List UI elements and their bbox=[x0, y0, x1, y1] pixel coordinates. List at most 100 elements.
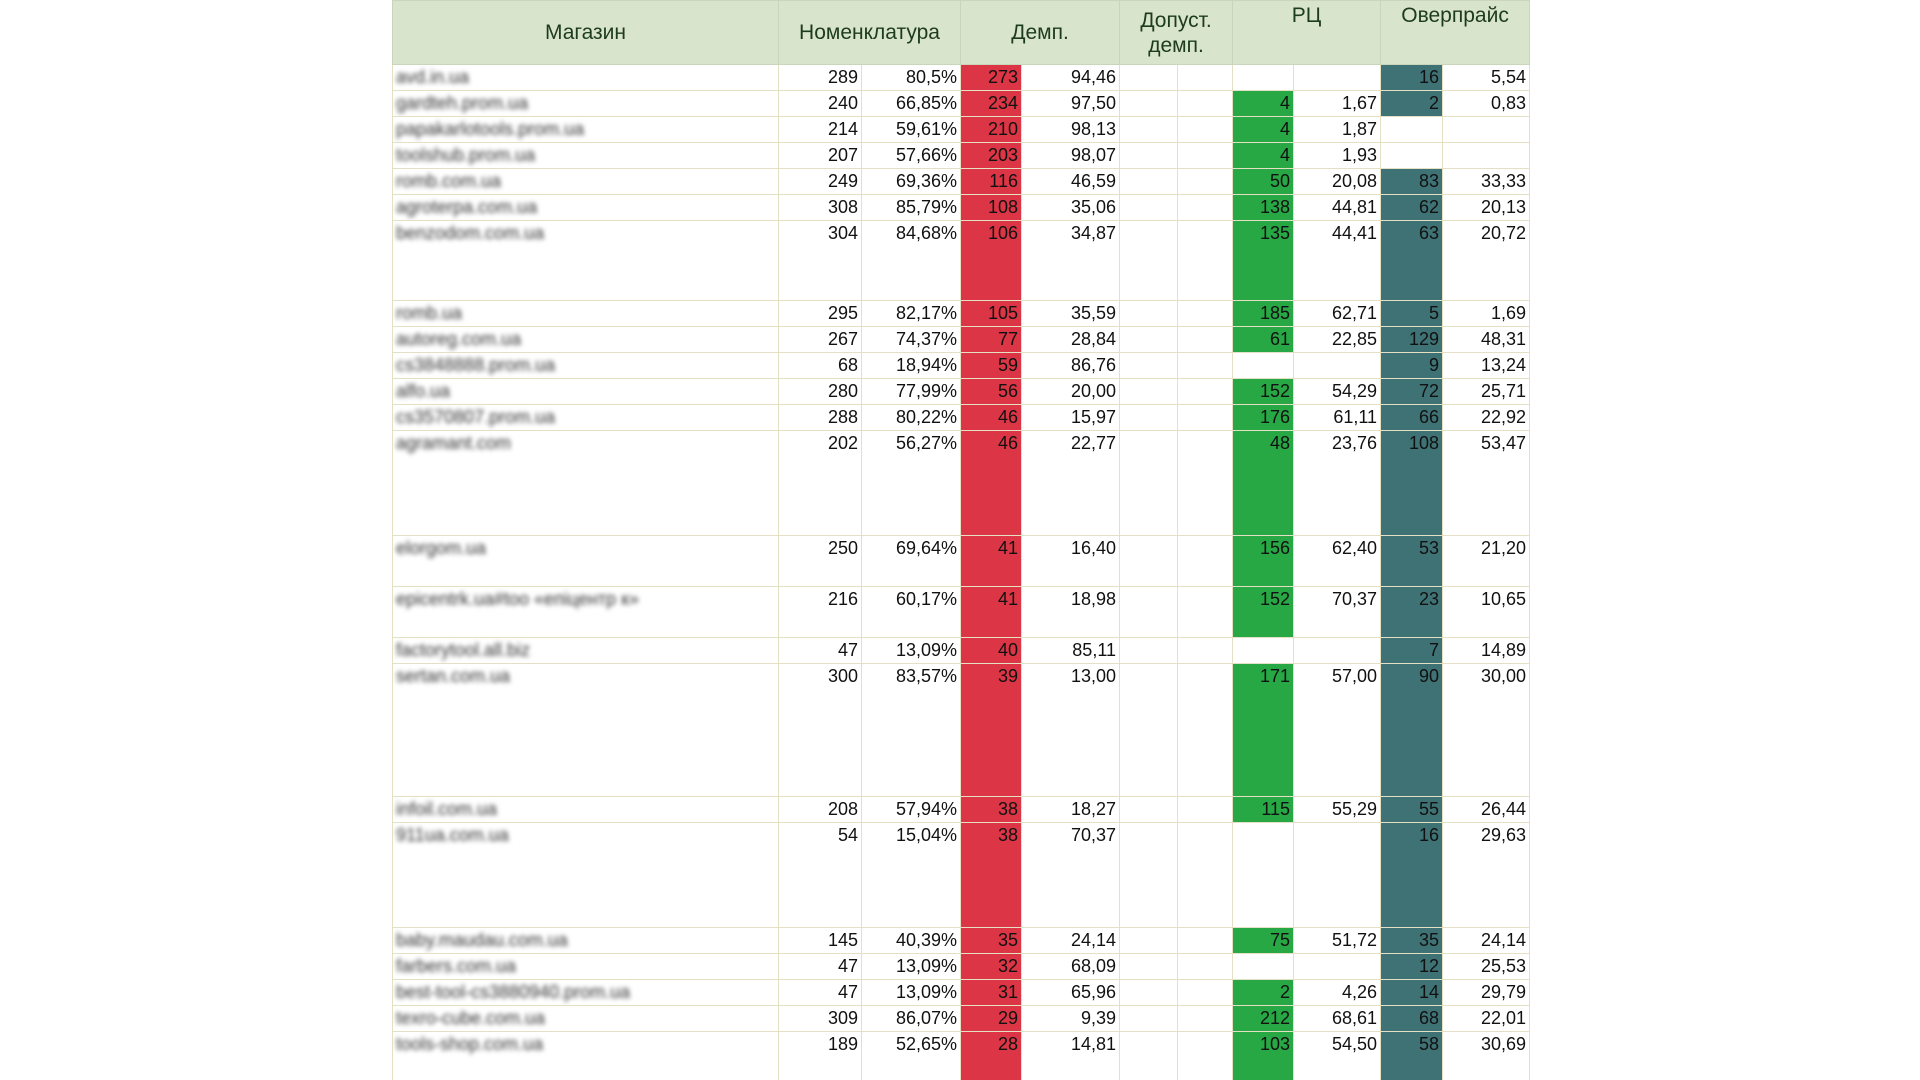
rrp-percent[interactable]: 62,71 bbox=[1293, 300, 1382, 327]
overprice-percent[interactable]: 20,13 bbox=[1442, 194, 1531, 221]
nomenclature-percent[interactable]: 13,09% bbox=[861, 953, 961, 980]
dumping-percent[interactable]: 9,39 bbox=[1020, 1005, 1121, 1032]
overprice-count[interactable]: 2 bbox=[1380, 90, 1444, 117]
nomenclature-percent[interactable]: 80,22% bbox=[861, 404, 961, 431]
dumping-count[interactable]: 203 bbox=[960, 142, 1022, 169]
allowed-dumping-percent[interactable] bbox=[1177, 796, 1234, 823]
store-cell[interactable]: tools-shop.com.ua bbox=[392, 1031, 779, 1080]
allowed-dumping-count[interactable] bbox=[1119, 822, 1179, 928]
nomenclature-count[interactable]: 289 bbox=[778, 64, 862, 91]
overprice-percent[interactable]: 29,79 bbox=[1442, 979, 1531, 1006]
header-allowed-dumping[interactable]: Допуст. демп. bbox=[1119, 0, 1234, 65]
dumping-count[interactable]: 41 bbox=[960, 535, 1022, 587]
dumping-percent[interactable]: 34,87 bbox=[1020, 220, 1121, 301]
store-cell[interactable]: agramant.com bbox=[392, 430, 779, 536]
rrp-count[interactable] bbox=[1232, 637, 1295, 664]
store-cell[interactable]: farbers.com.ua bbox=[392, 953, 779, 980]
allowed-dumping-count[interactable] bbox=[1119, 927, 1179, 954]
dumping-count[interactable]: 116 bbox=[960, 168, 1022, 195]
allowed-dumping-count[interactable] bbox=[1119, 1005, 1179, 1032]
header-overprice[interactable]: Оверпрайс bbox=[1380, 0, 1531, 65]
allowed-dumping-count[interactable] bbox=[1119, 168, 1179, 195]
allowed-dumping-percent[interactable] bbox=[1177, 168, 1234, 195]
allowed-dumping-count[interactable] bbox=[1119, 586, 1179, 638]
rrp-count[interactable]: 138 bbox=[1232, 194, 1295, 221]
allowed-dumping-percent[interactable] bbox=[1177, 90, 1234, 117]
allowed-dumping-percent[interactable] bbox=[1177, 663, 1234, 797]
rrp-count[interactable]: 185 bbox=[1232, 300, 1295, 327]
dumping-count[interactable]: 234 bbox=[960, 90, 1022, 117]
rrp-percent[interactable]: 44,81 bbox=[1293, 194, 1382, 221]
rrp-count[interactable]: 50 bbox=[1232, 168, 1295, 195]
allowed-dumping-count[interactable] bbox=[1119, 64, 1179, 91]
overprice-count[interactable]: 23 bbox=[1380, 586, 1444, 638]
store-cell[interactable]: infoil.com.ua bbox=[392, 796, 779, 823]
nomenclature-percent[interactable]: 66,85% bbox=[861, 90, 961, 117]
overprice-count[interactable]: 90 bbox=[1380, 663, 1444, 797]
allowed-dumping-count[interactable] bbox=[1119, 404, 1179, 431]
dumping-count[interactable]: 32 bbox=[960, 953, 1022, 980]
rrp-percent[interactable]: 57,00 bbox=[1293, 663, 1382, 797]
overprice-percent[interactable]: 21,20 bbox=[1442, 535, 1531, 587]
nomenclature-percent[interactable]: 69,64% bbox=[861, 535, 961, 587]
allowed-dumping-count[interactable] bbox=[1119, 90, 1179, 117]
overprice-count[interactable]: 68 bbox=[1380, 1005, 1444, 1032]
rrp-count[interactable]: 115 bbox=[1232, 796, 1295, 823]
nomenclature-percent[interactable]: 40,39% bbox=[861, 927, 961, 954]
nomenclature-percent[interactable]: 85,79% bbox=[861, 194, 961, 221]
dumping-percent[interactable]: 68,09 bbox=[1020, 953, 1121, 980]
nomenclature-count[interactable]: 47 bbox=[778, 953, 862, 980]
allowed-dumping-count[interactable] bbox=[1119, 430, 1179, 536]
rrp-count[interactable]: 4 bbox=[1232, 90, 1295, 117]
allowed-dumping-percent[interactable] bbox=[1177, 586, 1234, 638]
rrp-count[interactable]: 4 bbox=[1232, 116, 1295, 143]
allowed-dumping-percent[interactable] bbox=[1177, 1005, 1234, 1032]
nomenclature-percent[interactable]: 57,94% bbox=[861, 796, 961, 823]
nomenclature-count[interactable]: 68 bbox=[778, 352, 862, 379]
dumping-count[interactable]: 46 bbox=[960, 430, 1022, 536]
store-cell[interactable]: texro-cube.com.ua bbox=[392, 1005, 779, 1032]
allowed-dumping-count[interactable] bbox=[1119, 142, 1179, 169]
dumping-percent[interactable]: 70,37 bbox=[1020, 822, 1121, 928]
nomenclature-count[interactable]: 54 bbox=[778, 822, 862, 928]
nomenclature-count[interactable]: 208 bbox=[778, 796, 862, 823]
dumping-percent[interactable]: 85,11 bbox=[1020, 637, 1121, 664]
rrp-percent[interactable]: 51,72 bbox=[1293, 927, 1382, 954]
store-cell[interactable]: factorytool.all.biz bbox=[392, 637, 779, 664]
store-cell[interactable]: romb.ua bbox=[392, 300, 779, 327]
rrp-count[interactable]: 4 bbox=[1232, 142, 1295, 169]
dumping-percent[interactable]: 46,59 bbox=[1020, 168, 1121, 195]
store-cell[interactable]: cs3848888.prom.ua bbox=[392, 352, 779, 379]
overprice-percent[interactable]: 29,63 bbox=[1442, 822, 1531, 928]
overprice-percent[interactable]: 24,14 bbox=[1442, 927, 1531, 954]
header-nomenclature[interactable]: Номенклатура bbox=[778, 0, 961, 65]
overprice-percent[interactable] bbox=[1442, 142, 1531, 169]
nomenclature-count[interactable]: 202 bbox=[778, 430, 862, 536]
overprice-count[interactable]: 83 bbox=[1380, 168, 1444, 195]
allowed-dumping-percent[interactable] bbox=[1177, 637, 1234, 664]
rrp-percent[interactable] bbox=[1293, 822, 1382, 928]
rrp-count[interactable]: 152 bbox=[1232, 586, 1295, 638]
dumping-count[interactable]: 41 bbox=[960, 586, 1022, 638]
overprice-percent[interactable]: 10,65 bbox=[1442, 586, 1531, 638]
header-dumping[interactable]: Демп. bbox=[959, 0, 1121, 65]
allowed-dumping-percent[interactable] bbox=[1177, 822, 1234, 928]
dumping-count[interactable]: 77 bbox=[960, 326, 1022, 353]
nomenclature-percent[interactable]: 57,66% bbox=[861, 142, 961, 169]
rrp-count[interactable] bbox=[1232, 64, 1295, 91]
dumping-percent[interactable]: 22,77 bbox=[1020, 430, 1121, 536]
overprice-percent[interactable]: 30,69 bbox=[1442, 1031, 1531, 1080]
allowed-dumping-percent[interactable] bbox=[1177, 116, 1234, 143]
nomenclature-count[interactable]: 295 bbox=[778, 300, 862, 327]
nomenclature-count[interactable]: 309 bbox=[778, 1005, 862, 1032]
rrp-percent[interactable] bbox=[1293, 352, 1382, 379]
nomenclature-percent[interactable]: 15,04% bbox=[861, 822, 961, 928]
rrp-count[interactable]: 48 bbox=[1232, 430, 1295, 536]
dumping-count[interactable]: 40 bbox=[960, 637, 1022, 664]
overprice-count[interactable]: 72 bbox=[1380, 378, 1444, 405]
nomenclature-count[interactable]: 207 bbox=[778, 142, 862, 169]
nomenclature-percent[interactable]: 56,27% bbox=[861, 430, 961, 536]
rrp-count[interactable] bbox=[1232, 953, 1295, 980]
dumping-percent[interactable]: 14,81 bbox=[1020, 1031, 1121, 1080]
dumping-percent[interactable]: 35,59 bbox=[1020, 300, 1121, 327]
